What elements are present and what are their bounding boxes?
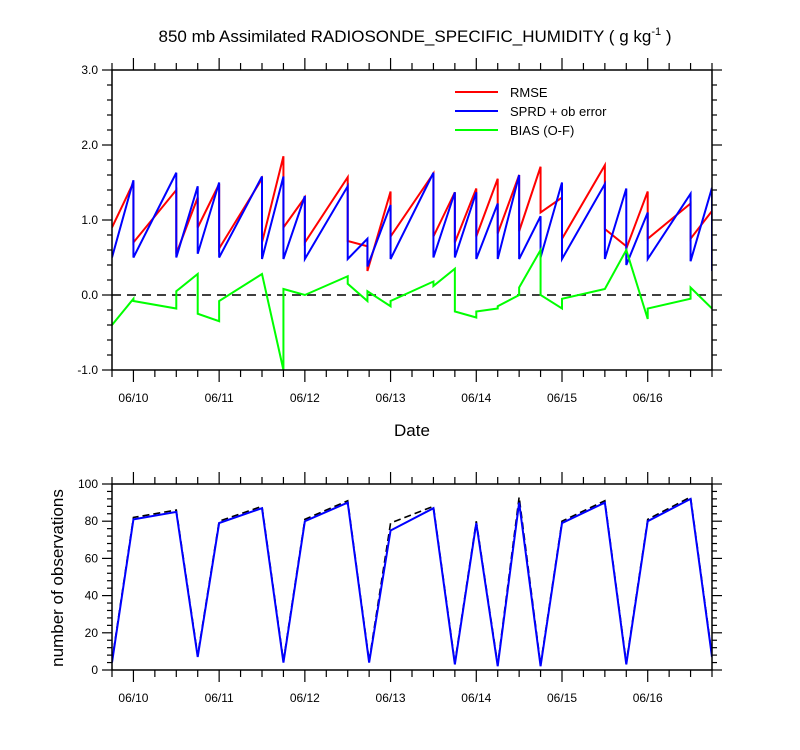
x-tick-label: 06/12 — [290, 391, 320, 405]
y-tick-label: 0 — [91, 663, 98, 677]
x-tick-label: 06/15 — [547, 691, 577, 705]
y-tick-label: 20 — [85, 626, 99, 640]
x-tick-label: 06/12 — [290, 691, 320, 705]
legend: RMSE SPRD + ob error BIAS (O-F) — [455, 85, 607, 138]
top-chart: 850 mb Assimilated RADIOSONDE_SPECIFIC_H… — [77, 26, 722, 440]
y-axis-label: number of observations — [48, 489, 67, 667]
legend-label: SPRD + ob error — [510, 104, 607, 119]
legend-label: RMSE — [510, 85, 548, 100]
top-plot-area: -1.0 0.0 1.0 2.0 3.0 06/10 06/11 06/12 06/13 06/1… — [77, 58, 722, 405]
series-line-2 — [112, 246, 712, 370]
x-tick-label: 06/16 — [633, 391, 663, 405]
plot-frame — [111, 483, 713, 671]
series-line-1 — [112, 497, 712, 667]
y-tick-label: -1.0 — [77, 363, 98, 377]
chart-title: 850 mb Assimilated RADIOSONDE_SPECIFIC_H… — [159, 26, 672, 46]
x-tick-label: 06/13 — [376, 391, 406, 405]
x-tick-label: 06/13 — [376, 691, 406, 705]
y-tick-label: 60 — [85, 551, 99, 565]
series-line-1 — [112, 172, 712, 271]
x-tick-label: 06/14 — [461, 691, 491, 705]
bottom-plot-area: 0 20 40 60 80 100 06/10 06/11 06/12 06/13 06/14 06/… — [78, 472, 722, 705]
x-tick-label: 06/10 — [118, 691, 148, 705]
legend-label: BIAS (O-F) — [510, 123, 574, 138]
x-tick-label: 06/10 — [118, 391, 148, 405]
x-tick-label: 06/16 — [633, 691, 663, 705]
x-tick-label: 06/11 — [205, 691, 234, 705]
x-tick-label: 06/15 — [547, 391, 577, 405]
series-line-0 — [112, 156, 712, 272]
x-axis-label: Date — [394, 421, 430, 440]
y-tick-label: 100 — [78, 477, 98, 491]
y-tick-label: 1.0 — [81, 213, 98, 227]
bottom-chart: 0 20 40 60 80 100 06/10 06/11 06/12 06/13 06/14 06/… — [48, 472, 722, 705]
y-tick-label: 0.0 — [81, 288, 98, 302]
x-tick-label: 06/11 — [205, 391, 234, 405]
x-tick-label: 06/14 — [461, 391, 491, 405]
y-tick-label: 80 — [85, 514, 99, 528]
y-tick-label: 2.0 — [81, 138, 98, 152]
y-tick-label: 3.0 — [81, 63, 98, 77]
y-tick-label: 40 — [85, 589, 99, 603]
